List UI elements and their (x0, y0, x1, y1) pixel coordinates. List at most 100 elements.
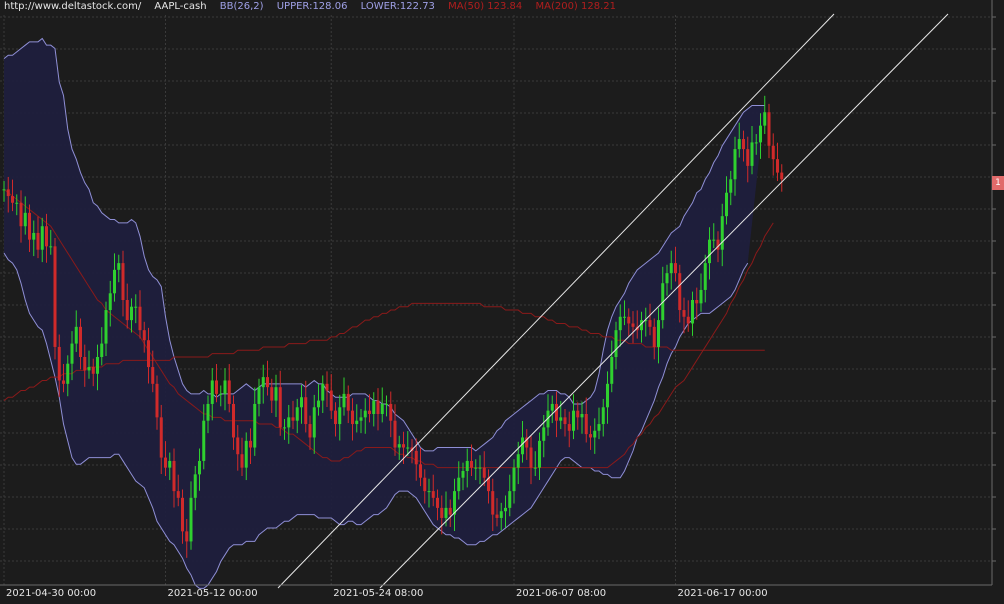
candle-body (147, 340, 150, 368)
last-price-tag: 1 (992, 176, 1004, 190)
candle (584, 397, 588, 443)
candle (699, 273, 703, 312)
candle-body (754, 142, 758, 144)
candle-body (113, 269, 116, 294)
candle (725, 176, 728, 225)
candle (465, 448, 469, 488)
candle-body (419, 464, 422, 478)
candle (104, 301, 108, 356)
candle (380, 387, 384, 423)
candle (763, 95, 767, 135)
candle (185, 518, 189, 558)
candle (79, 318, 82, 370)
candle-body (499, 511, 503, 518)
candle (567, 411, 571, 448)
candle-body (674, 263, 677, 274)
candle-body (440, 507, 444, 518)
candle (11, 179, 14, 212)
candle (23, 196, 27, 235)
candle-body (49, 246, 53, 248)
candle (117, 254, 121, 283)
candle (253, 387, 257, 456)
candle (189, 481, 193, 550)
candle-body (601, 407, 605, 425)
candle-body (750, 142, 754, 166)
candle (444, 491, 448, 527)
candle (533, 451, 537, 477)
candle-body (538, 440, 541, 468)
candle-body (172, 460, 176, 492)
chart-header: http://www.deltastock.com/ AAPL-cash BB(… (4, 1, 626, 12)
candle-body (733, 149, 737, 180)
candle-body (448, 507, 452, 515)
candle (40, 217, 44, 263)
candle (28, 204, 31, 253)
candle (546, 394, 550, 436)
candle (499, 502, 503, 531)
candle-body (627, 316, 631, 324)
candle-body (227, 380, 231, 404)
candle-body (665, 273, 669, 284)
candle (478, 455, 482, 485)
candle-body (253, 403, 257, 448)
candle-body (563, 417, 567, 425)
candle (121, 250, 125, 317)
candle (695, 287, 699, 320)
candle (771, 133, 775, 176)
candle-body (266, 377, 269, 388)
candle (2, 180, 6, 202)
candle (393, 404, 397, 456)
candle (576, 402, 580, 430)
candle (572, 394, 575, 440)
candle (720, 203, 724, 267)
candle-body (261, 377, 265, 388)
candle (593, 418, 597, 454)
candle-body (274, 387, 278, 401)
candle (644, 307, 648, 337)
candle-body (542, 427, 546, 441)
candle (164, 441, 167, 477)
candle (219, 385, 223, 407)
candle (737, 122, 741, 158)
candle (461, 462, 465, 491)
candle (750, 125, 754, 175)
candle (317, 384, 320, 416)
candle (87, 350, 91, 379)
candle-body (465, 460, 469, 471)
candle-body (623, 316, 626, 318)
candle (125, 283, 129, 329)
candle-body (121, 263, 125, 300)
candle (278, 370, 282, 436)
candle-body (198, 460, 201, 475)
candle (147, 327, 150, 384)
candle (708, 227, 711, 280)
candle (538, 432, 541, 481)
candle-body (334, 410, 337, 425)
candle (550, 395, 554, 424)
candle-body (729, 179, 733, 193)
candle-body (406, 447, 410, 449)
candle-body (206, 403, 210, 421)
candle (759, 113, 762, 159)
candle (512, 459, 516, 504)
candle-body (504, 507, 507, 512)
candle-body (193, 474, 197, 498)
candle-body (202, 420, 206, 461)
candle (308, 415, 312, 450)
candle-body (338, 407, 342, 425)
candle-body (57, 346, 61, 381)
header-url[interactable]: http://www.deltastock.com/ (4, 1, 142, 12)
candle-body (614, 330, 618, 357)
candle (746, 136, 750, 183)
candle (15, 194, 19, 216)
candle-body (359, 417, 363, 421)
candle-body (427, 491, 431, 493)
candle-body (70, 343, 74, 364)
channel-lines (277, 13, 949, 589)
candle-body (372, 400, 376, 414)
candle-body (487, 477, 490, 492)
candle-body (6, 189, 10, 197)
candle-body (695, 300, 699, 304)
candle-body (533, 467, 537, 469)
candle-body (414, 450, 418, 465)
